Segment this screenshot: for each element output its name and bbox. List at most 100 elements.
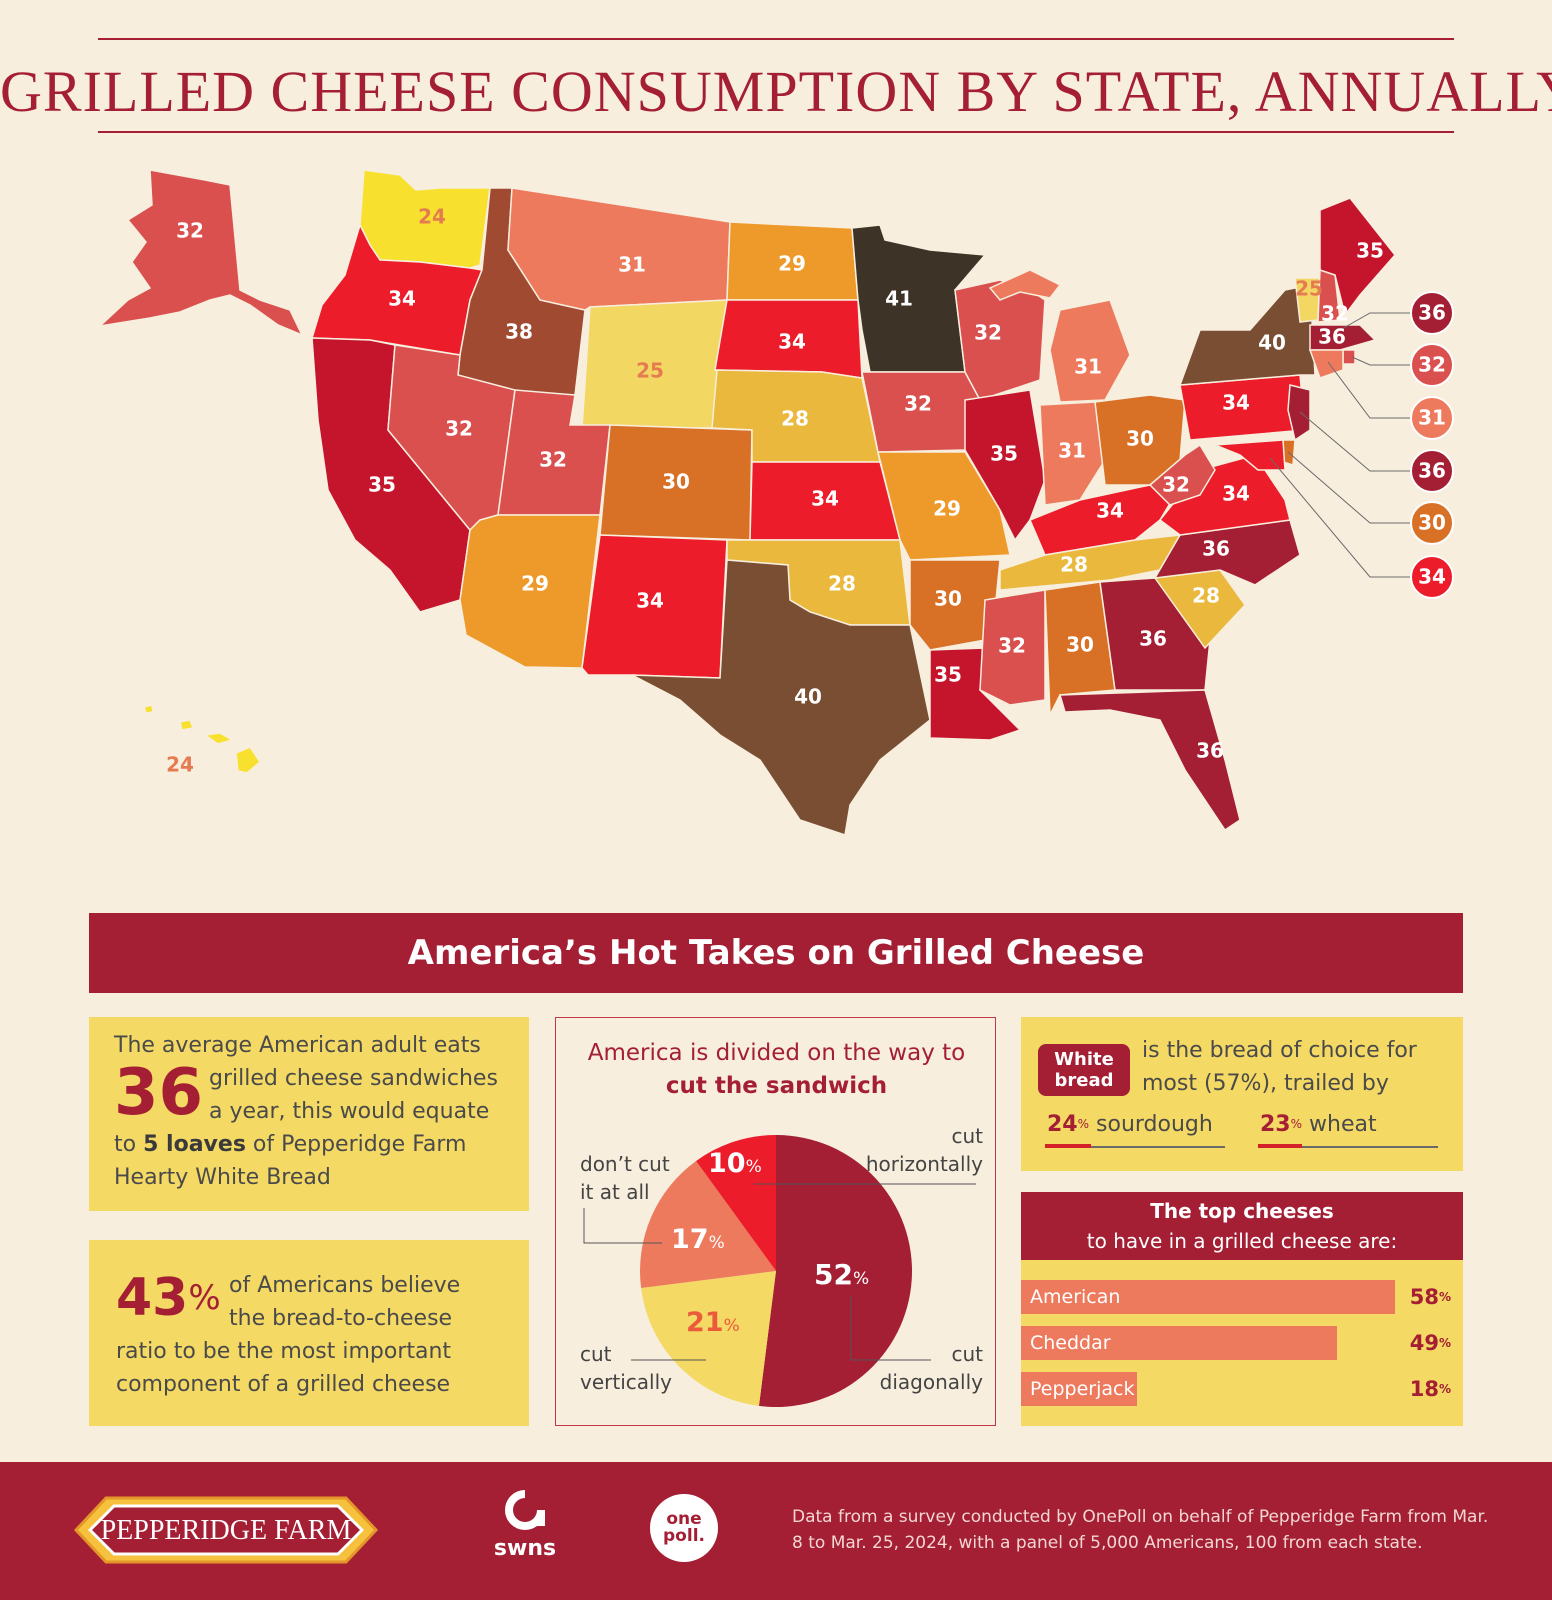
callout-value-ma: 36 (1418, 301, 1446, 325)
survey-footnote: Data from a survey conducted by OnePoll … (792, 1507, 1489, 1553)
state-label-tn: 28 (1060, 553, 1088, 577)
state-label-vt: 25 (1295, 277, 1323, 301)
callout-line-ri (1351, 356, 1410, 366)
state-wv (1148, 443, 1216, 506)
white-bread-badge: White bread (1038, 1044, 1130, 1096)
state-label-nm: 34 (636, 589, 664, 613)
wheat-underline-fill (1258, 1144, 1302, 1148)
state-nj (1287, 384, 1311, 442)
state-label-nh: 32 (1321, 302, 1349, 326)
pie-value-horizontal: 10% (708, 1148, 762, 1179)
title-rule-top (98, 38, 1454, 40)
bread-line1: is the bread of choice for (1142, 1038, 1417, 1063)
sourdough-underline-fill (1045, 1144, 1091, 1148)
bread-line2: most (57%), trailed by (1142, 1071, 1389, 1096)
state-label-wv: 32 (1162, 473, 1190, 497)
state-mt (507, 187, 731, 311)
state-label-me: 35 (1356, 239, 1384, 263)
state-al (1044, 581, 1116, 716)
pie-value-diagonal: 52% (814, 1258, 870, 1291)
ratio-line4: component of a grilled cheese (116, 1372, 451, 1397)
callout-value-de: 30 (1418, 511, 1446, 535)
state-label-ak: 32 (176, 219, 204, 243)
state-label-mi: 31 (1074, 355, 1102, 379)
state-label-il: 35 (990, 442, 1018, 466)
callout-circle-ct (1410, 396, 1454, 440)
callout-value-md: 34 (1418, 565, 1446, 589)
state-label-nd: 29 (778, 252, 806, 276)
state-label-ia: 32 (904, 392, 932, 416)
state-label-az: 29 (521, 572, 549, 596)
callout-circle-nj (1410, 449, 1454, 493)
cheese-value-cheddar: 49% (1409, 1331, 1451, 1355)
pie-leader-none (583, 1208, 662, 1244)
cut-sandwich-pie-card: America is divided on the way to cut the… (555, 1017, 996, 1426)
state-label-id: 38 (505, 320, 533, 344)
pie-caption-line2: cut the sandwich (665, 1073, 888, 1099)
callout-value-ct: 31 (1418, 406, 1446, 430)
callout-value-nj: 36 (1418, 459, 1446, 483)
title-rule-bottom (98, 131, 1454, 133)
state-label-ga: 36 (1139, 627, 1167, 651)
pie-slice-cut-diagonally (758, 1135, 912, 1407)
ratio-line1: of Americans believe (229, 1273, 461, 1298)
state-label-in: 31 (1058, 439, 1086, 463)
callout-line-md (1269, 457, 1410, 578)
state-label-wi: 32 (974, 321, 1002, 345)
state-label-mt: 31 (618, 253, 646, 277)
cheese-bar-american: American (1021, 1280, 1395, 1314)
state-hi-part-3 (202, 732, 234, 745)
state-label-nc: 36 (1202, 537, 1230, 561)
swns-mark-icon (505, 1490, 545, 1530)
state-hi-part-1 (143, 704, 154, 714)
state-ak (97, 169, 304, 337)
top-cheeses-heading: The top cheeses to have in a grilled che… (1021, 1192, 1463, 1260)
pepperidge-farm-logo: PEPPERIDGE FARM (73, 1496, 379, 1564)
wheat-stat: 23% wheat (1260, 1112, 1377, 1137)
average-consumption-card: The average American adult eats 36 grill… (89, 1017, 529, 1211)
state-mi (1049, 299, 1131, 403)
state-mo (877, 451, 1011, 561)
state-label-wa: 24 (418, 205, 446, 229)
state-label-ny: 40 (1258, 331, 1286, 355)
pie-slice-cut-horizontally (696, 1135, 776, 1271)
state-label-sc: 28 (1192, 584, 1220, 608)
state-label-wy: 25 (636, 359, 664, 383)
state-label-la: 35 (934, 663, 962, 687)
page-title: GRILLED CHEESE CONSUMPTION BY STATE, ANN… (0, 59, 1552, 124)
state-label-mn: 41 (885, 287, 913, 311)
cut-sandwich-pie (583, 1135, 976, 1407)
pie-slice-don-t-cut-it-at-all (640, 1160, 776, 1289)
state-label-ma: 36 (1318, 325, 1346, 349)
avg-number: 36 (114, 1056, 204, 1130)
state-tx (631, 559, 931, 836)
state-label-tx: 40 (794, 685, 822, 709)
avg-line3: a year, this would equate (209, 1099, 490, 1124)
bread-to-cheese-card: 43% of Americans believe the bread-to-ch… (89, 1240, 529, 1426)
callout-line-ma (1339, 312, 1410, 331)
avg-line4: to 5 loaves of Pepperidge Farm (114, 1132, 467, 1157)
state-label-or: 34 (388, 287, 416, 311)
footer: PEPPERIDGE FARM swns one poll. Data from … (0, 1462, 1552, 1600)
state-label-ca: 35 (368, 473, 396, 497)
label-cut-vertically: cut vertically (580, 1342, 672, 1394)
state-label-nv: 32 (445, 417, 473, 441)
ratio-number: 43% (116, 1268, 221, 1328)
avg-loaves: 5 loaves (143, 1132, 246, 1157)
state-label-ks: 34 (811, 487, 839, 511)
callout-line-nj (1299, 411, 1410, 472)
avg-line1: The average American adult eats (114, 1033, 481, 1058)
state-label-ky: 34 (1096, 499, 1124, 523)
state-az (459, 514, 601, 669)
state-label-ne: 28 (781, 407, 809, 431)
top-cheeses-card: The top cheeses to have in a grilled che… (1021, 1192, 1463, 1426)
sourdough-underline (1045, 1146, 1225, 1148)
avg-line2: grilled cheese sandwiches (209, 1066, 498, 1091)
pf-logo-text: PEPPERIDGE FARM (101, 1515, 352, 1546)
state-me (1319, 197, 1396, 317)
state-label-mo: 29 (933, 497, 961, 521)
avg-line5: Hearty White Bread (114, 1165, 331, 1190)
state-mi-part-1 (988, 269, 1062, 301)
state-label-co: 30 (662, 470, 690, 494)
callout-circle-de (1410, 501, 1454, 545)
